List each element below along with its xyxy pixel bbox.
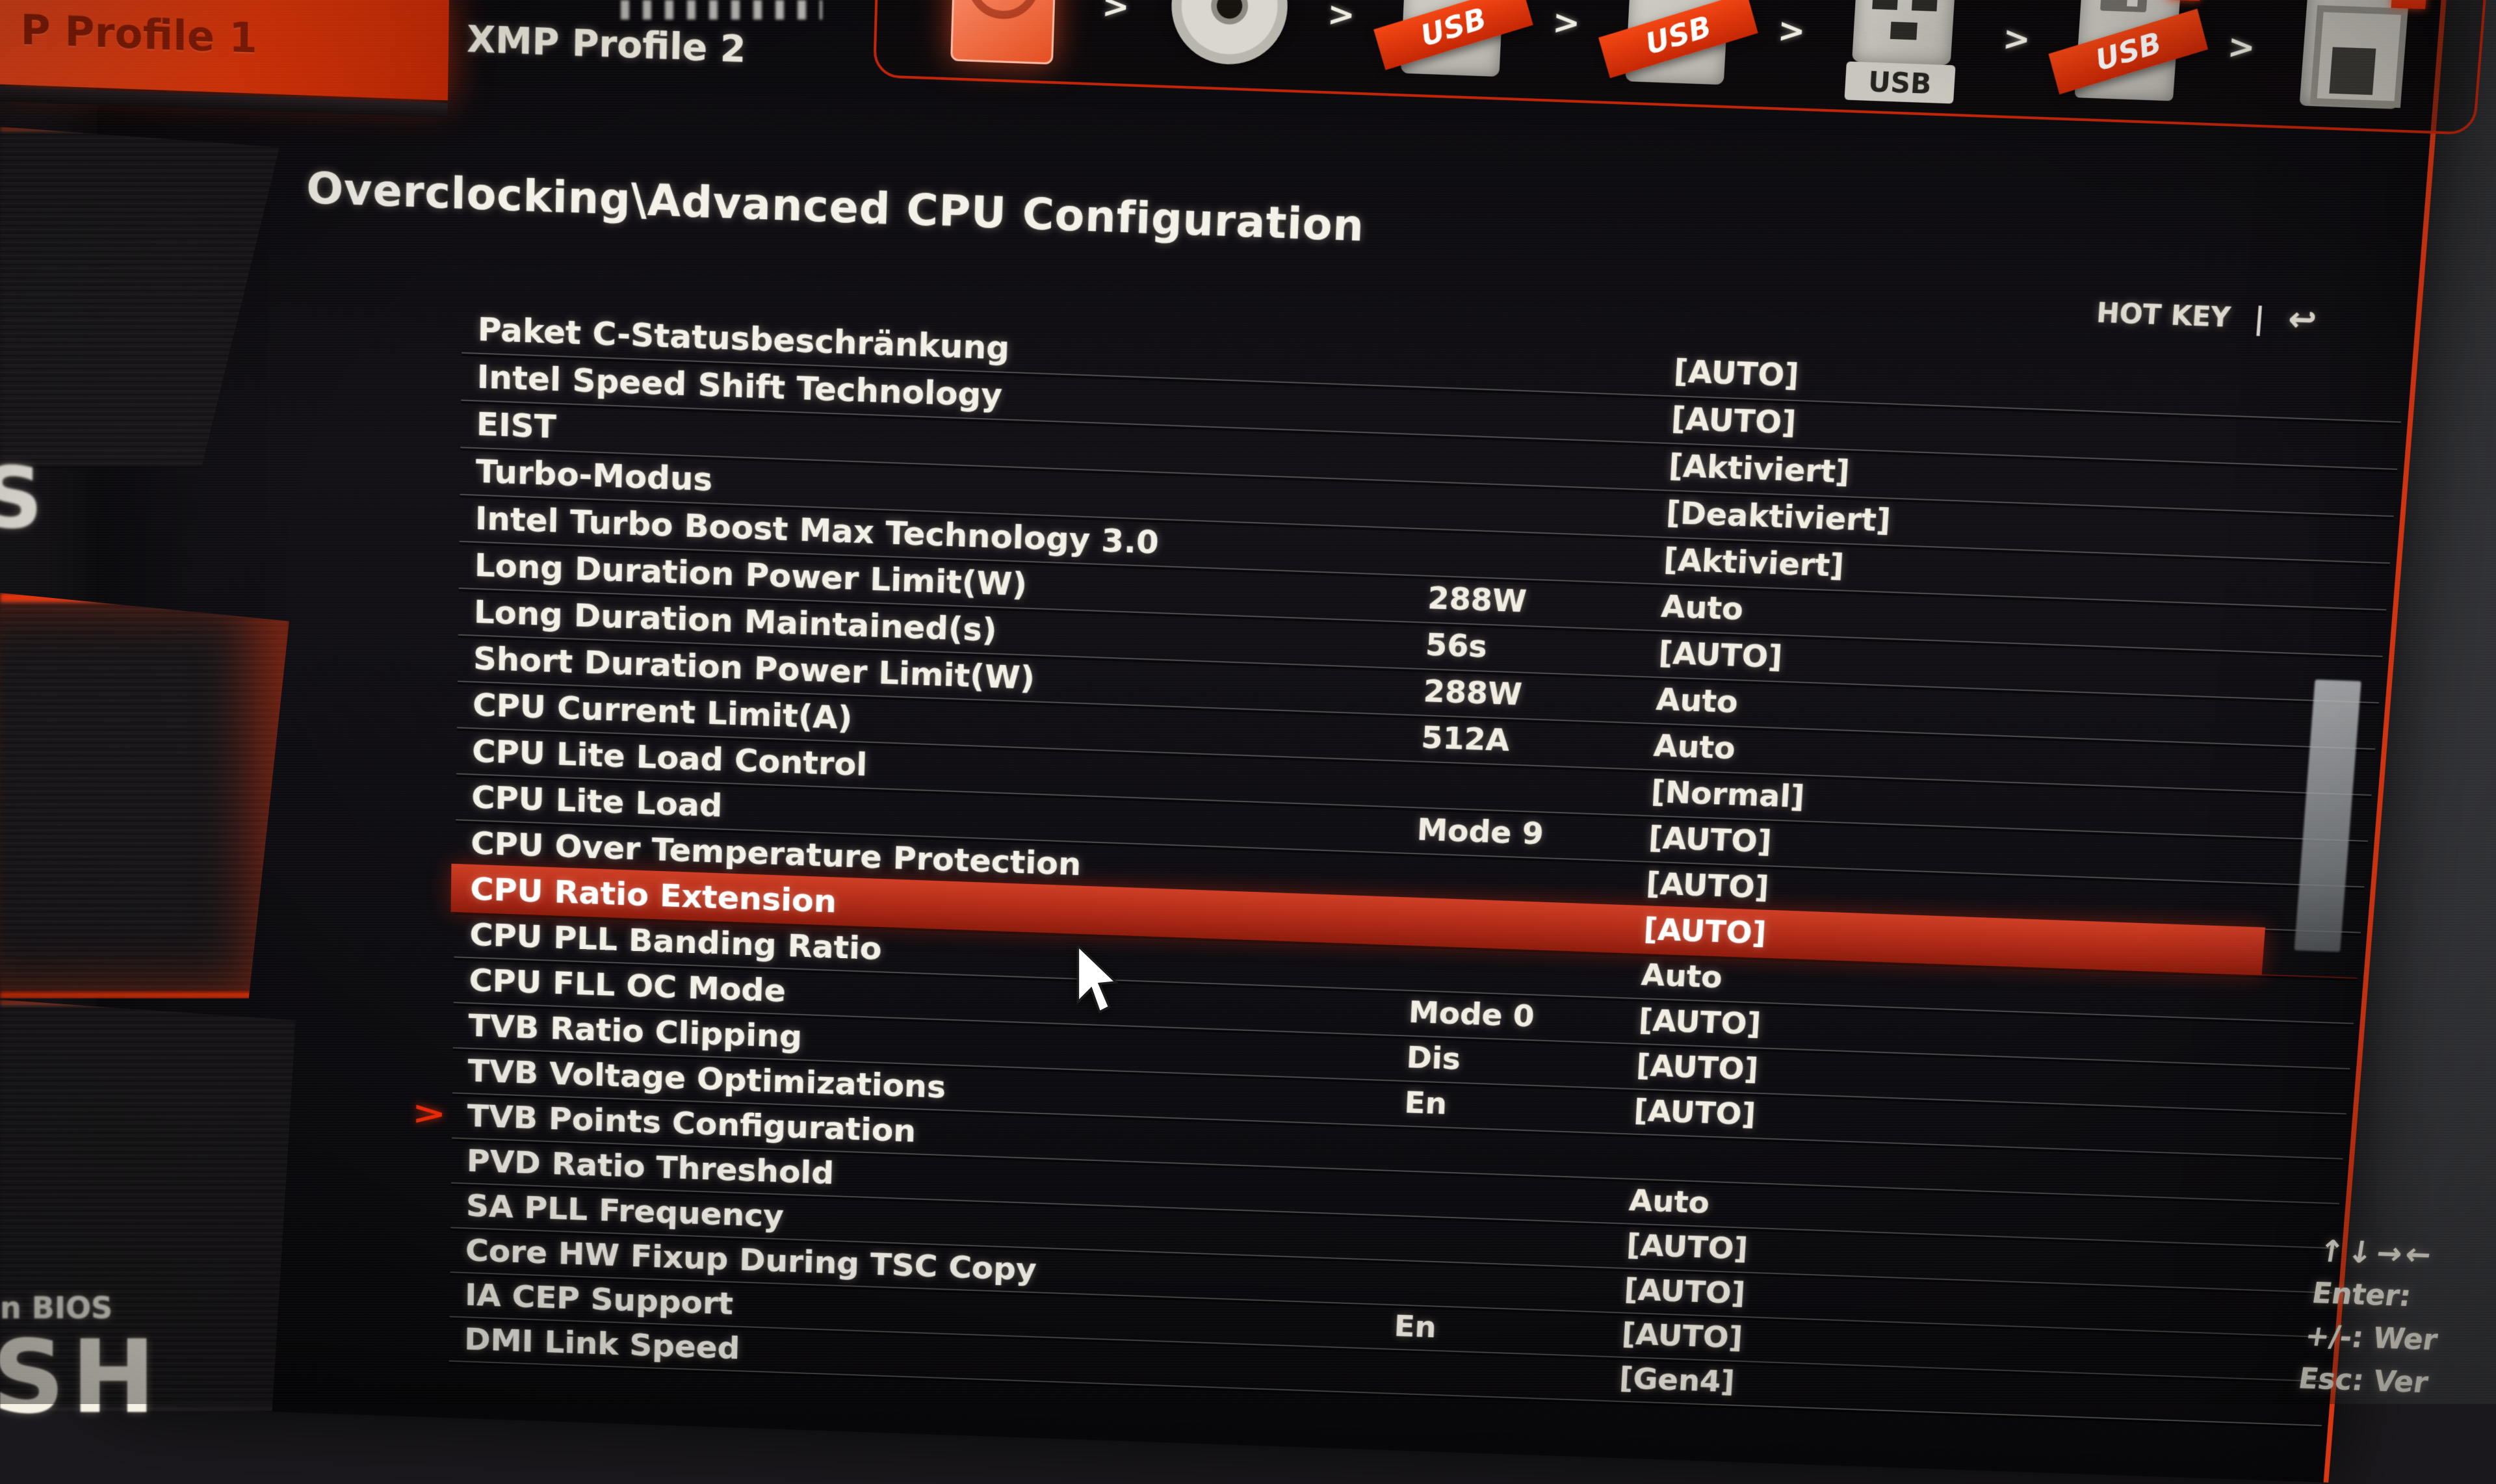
setting-value[interactable]: [Gen4] — [1618, 1361, 1736, 1399]
setting-value[interactable]: [AUTO] — [1645, 866, 1770, 905]
setting-value[interactable]: [AUTO] — [1623, 1273, 1746, 1311]
setting-current-value: 512A — [1420, 720, 1510, 758]
setting-label: TVB Ratio Clipping — [468, 1008, 802, 1055]
setting-value[interactable]: Auto — [1653, 728, 1737, 766]
setting-value[interactable]: Auto — [1655, 682, 1739, 720]
uefi-badge: U — [2391, 0, 2428, 9]
setting-label: CPU Lite Load — [471, 779, 723, 824]
setting-current-value: En — [1394, 1309, 1437, 1345]
setting-label: DMI Link Speed — [464, 1321, 740, 1366]
setting-current-value: 288W — [1427, 580, 1528, 619]
usb-label: USB — [1844, 61, 1955, 103]
setting-label: CPU FLL OC Mode — [469, 962, 786, 1009]
chevron-separator-icon: > — [1101, 0, 1130, 26]
setting-value[interactable]: Auto — [1660, 589, 1744, 628]
chevron-separator-icon: > — [1327, 0, 1356, 34]
settings-list: Paket C-Statusbeschränkung [AUTO] Intel Sp… — [449, 306, 2405, 1426]
boot-device-usb-connector-icon[interactable]: USBU — [1838, 0, 1971, 104]
setting-value[interactable]: [AUTO] — [1638, 1003, 1762, 1042]
setting-label: Turbo-Modus — [476, 452, 713, 498]
boot-device-hard-drive-icon[interactable]: U — [939, 0, 1068, 72]
hotkey-label: HOT KEY — [2096, 296, 2231, 333]
setting-value[interactable]: [AUTO] — [1621, 1317, 1744, 1355]
setting-current-value: Dis — [1406, 1040, 1461, 1076]
setting-value[interactable]: Auto — [1628, 1183, 1711, 1220]
chevron-separator-icon: > — [2226, 27, 2257, 67]
tab-xmp-profile-1-label: P Profile 1 — [20, 5, 257, 62]
hotkey-divider: | — [2253, 300, 2267, 336]
setting-label: CPU Ratio Extension — [470, 870, 837, 920]
setting-current-value: Mode 0 — [1408, 995, 1535, 1034]
setting-label: PVD Ratio Threshold — [467, 1143, 835, 1191]
submenu-arrow-icon: > — [411, 1095, 447, 1133]
setting-value[interactable]: [AUTO] — [1643, 912, 1767, 951]
setting-value[interactable]: [AUTO] — [1648, 820, 1773, 860]
setting-value[interactable]: Auto — [1641, 957, 1724, 995]
breadcrumb: Overclocking\Advanced CPU Configuration — [306, 163, 1365, 251]
boot-device-usb-flash-ribbon-icon[interactable]: USBU — [1388, 0, 1520, 88]
setting-current-value: 56s — [1425, 627, 1488, 665]
boot-device-memory-card-icon[interactable]: U — [2287, 0, 2423, 120]
setting-value[interactable]: [AUTO] — [1673, 353, 1800, 394]
setting-value[interactable]: [AUTO] — [1635, 1048, 1759, 1087]
bios-panel: P Profile 1 XMP Profile 2 U>U>USBU>USBU>… — [97, 0, 2448, 1483]
setting-value[interactable]: [AUTO] — [1633, 1093, 1756, 1132]
back-return-icon[interactable]: ↩ — [2287, 300, 2318, 340]
setting-current-value: Mode 9 — [1416, 812, 1544, 852]
boot-device-usb-flash-ribbon-2-icon[interactable]: USBU — [1613, 0, 1746, 96]
setting-label: SA PLL Frequency — [466, 1188, 785, 1234]
setting-value[interactable]: [Normal] — [1650, 774, 1806, 815]
boot-device-floppy-usb-icon[interactable]: USBU — [2062, 0, 2197, 112]
boot-device-cd-dvd-icon[interactable]: U — [1164, 0, 1294, 80]
tab-xmp-profile-1[interactable]: P Profile 1 — [0, 0, 449, 100]
chevron-separator-icon: > — [2001, 19, 2031, 59]
clipped-glyphs-artifact — [621, 0, 822, 20]
setting-label: EIST — [476, 406, 557, 446]
boot-order-bar: U>U>USBU>USBU>USBU>USBU>U — [873, 0, 2490, 135]
chevron-separator-icon: > — [1552, 3, 1581, 42]
setting-label: CPU Lite Load Control — [472, 733, 868, 783]
setting-value[interactable]: [Aktiviert] — [1663, 542, 1845, 584]
key-help-panel: ↑↓→← Enter: +/-: Wer Esc: Ver — [2295, 1229, 2496, 1409]
setting-value[interactable]: [Deaktiviert] — [1665, 495, 1892, 539]
setting-value[interactable]: [AUTO] — [1670, 400, 1797, 441]
setting-current-value: En — [1404, 1086, 1448, 1121]
setting-value[interactable]: [AUTO] — [1658, 635, 1783, 675]
setting-value[interactable]: [Aktiviert] — [1668, 448, 1851, 490]
hotkey-area: HOT KEY | ↩ — [2096, 293, 2319, 339]
mouse-cursor-icon — [1076, 946, 1126, 1019]
chevron-separator-icon: > — [1776, 11, 1806, 51]
setting-label: CPU Current Limit(A) — [473, 686, 853, 736]
tab-xmp-profile-2[interactable]: XMP Profile 2 — [467, 18, 746, 71]
setting-label: IA CEP Support — [465, 1277, 734, 1321]
setting-value[interactable]: [AUTO] — [1626, 1228, 1748, 1266]
setting-current-value: 288W — [1423, 673, 1523, 712]
